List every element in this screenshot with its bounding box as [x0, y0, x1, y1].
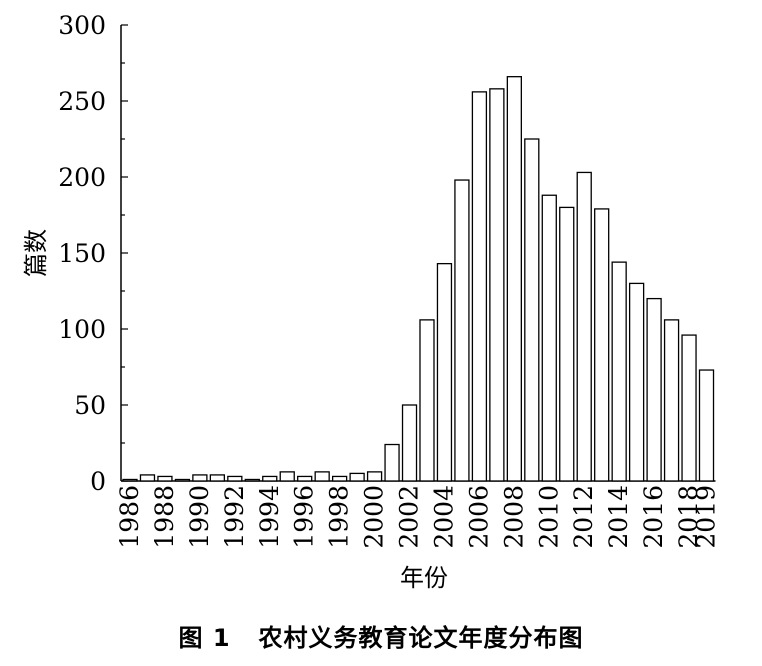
bar — [524, 138, 540, 482]
x-tick-label: 1988 — [150, 485, 179, 549]
bar — [698, 369, 715, 482]
x-tick-label: 2006 — [464, 485, 493, 549]
bar — [157, 475, 173, 482]
bar — [209, 474, 226, 482]
x-axis-label: 年份 — [400, 564, 448, 592]
bar — [122, 478, 138, 482]
bar — [663, 319, 680, 482]
x-tick-label: 2012 — [569, 485, 598, 549]
x-tick-label: 1994 — [255, 485, 284, 549]
bar — [576, 171, 592, 482]
bar — [594, 208, 610, 482]
bar — [227, 475, 243, 482]
bar — [366, 471, 383, 482]
bar — [681, 334, 697, 482]
y-tick-label: 250 — [58, 87, 106, 116]
figure-title: 农村义务教育论文年度分布图 — [258, 624, 584, 652]
bar — [419, 319, 435, 482]
x-tick-label: 2016 — [639, 485, 668, 549]
x-tick-label: 2019 — [692, 485, 721, 549]
x-tick-labels: 1986 1988 1990 1992 1994 1996 1998 2000 2002 2004… — [115, 485, 721, 549]
figure-number: 图 1 — [178, 624, 231, 652]
bar — [139, 474, 156, 482]
bar — [611, 261, 627, 482]
x-tick-label: 1996 — [290, 485, 319, 549]
bar — [349, 472, 365, 482]
x-tick-label: 1990 — [185, 485, 214, 549]
bars — [122, 76, 715, 482]
y-tick-label: 300 — [58, 11, 106, 40]
bar — [192, 474, 208, 482]
bar — [384, 443, 400, 482]
figure-caption: 图 1 农村义务教育论文年度分布图 — [0, 618, 762, 653]
y-axis-label: 篇数 — [22, 229, 50, 277]
x-tick-label: 1992 — [220, 485, 249, 549]
bar — [471, 91, 488, 482]
x-tick-label: 2010 — [534, 485, 563, 549]
y-tick-label: 50 — [74, 391, 106, 420]
bar — [628, 282, 645, 482]
x-tick-label: 2018 — [674, 485, 703, 549]
bar — [314, 471, 330, 482]
bar — [297, 475, 313, 482]
x-tick-label: 2002 — [395, 485, 424, 549]
x-tick-label: 2004 — [429, 485, 458, 549]
bar — [436, 262, 453, 482]
bar — [244, 478, 260, 482]
bar — [454, 179, 470, 482]
bar — [506, 76, 522, 482]
y-tick-label: 0 — [90, 467, 106, 496]
x-tick-label: 2008 — [499, 485, 528, 549]
y-tick-label: 150 — [58, 239, 106, 268]
bar — [279, 471, 295, 482]
bar — [401, 404, 418, 482]
bar — [262, 475, 278, 482]
y-tick-label: 200 — [58, 163, 106, 192]
y-tick-labels: 0 50 100 150 200 250 300 — [58, 11, 106, 496]
bar — [541, 194, 557, 482]
x-tick-label: 2000 — [360, 485, 389, 549]
bar — [331, 475, 348, 482]
y-tick-label: 100 — [58, 315, 106, 344]
x-tick-label: 1998 — [325, 485, 354, 549]
bar — [489, 88, 505, 482]
x-tick-label: 1986 — [115, 485, 144, 549]
x-tick-label: 2014 — [604, 485, 633, 549]
bar — [559, 206, 575, 482]
bar — [646, 297, 662, 482]
bar — [174, 478, 191, 482]
